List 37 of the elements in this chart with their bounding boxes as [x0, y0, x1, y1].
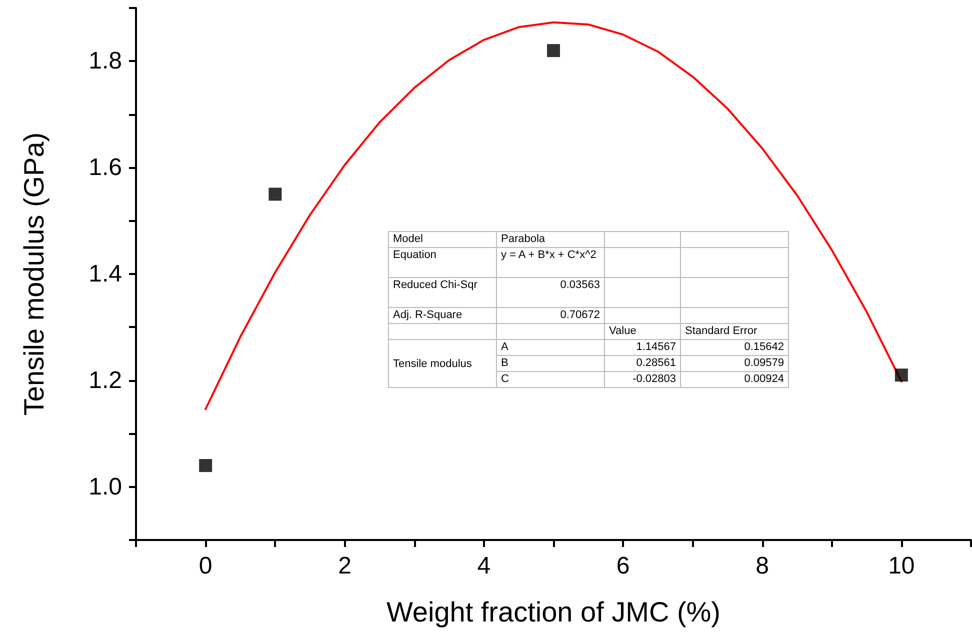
y-tick-label: 1.8: [88, 48, 122, 75]
point: [268, 188, 282, 201]
annotation: B: [496, 356, 604, 372]
x-axis-title: Weight fraction of JMC (%): [386, 596, 721, 628]
point: [547, 44, 560, 58]
annotation: A: [496, 340, 604, 356]
annotation: 0.03563: [496, 278, 604, 308]
x-tick-label: 6: [616, 552, 630, 580]
annotation: 0.15642: [680, 340, 788, 356]
y-tick-label: 1.2: [88, 366, 122, 394]
annotation: Standard Error: [680, 324, 788, 340]
annotation: -0.02803: [604, 372, 680, 388]
annotation: Equation: [388, 248, 496, 278]
annotation: Tensile modulus: [388, 340, 496, 388]
annotation: C: [496, 372, 604, 388]
x-tick-label: 2: [338, 552, 352, 580]
point: [199, 459, 212, 472]
x-tick-label: 0: [198, 552, 212, 580]
y-tick-label: 1.4: [88, 260, 122, 288]
annotation: 0.09579: [680, 356, 788, 372]
annotation: 0.70672: [496, 308, 604, 324]
annotation: Model: [388, 232, 496, 248]
y-axis-title: Tensile modulus (GPa): [18, 132, 50, 416]
y-tick-label: 1.6: [88, 154, 122, 182]
point: [894, 368, 908, 382]
annotation: Parabola: [496, 232, 604, 248]
annotation: 0.28561: [604, 356, 680, 372]
annotation: 1.14567: [604, 340, 680, 356]
x-tick-label: 10: [888, 552, 915, 580]
annotation: Value: [604, 324, 680, 340]
annotation: Reduced Chi-Sqr: [388, 278, 496, 308]
x-tick-label: 4: [477, 552, 491, 580]
x-tick-label: 8: [756, 552, 769, 580]
y-tick-label: 1.0: [88, 473, 122, 500]
annotation: y = A + B*x + C*x^2: [496, 248, 604, 278]
annotation: Adj. R-Square: [388, 308, 496, 324]
annotation: 0.00924: [680, 372, 788, 388]
